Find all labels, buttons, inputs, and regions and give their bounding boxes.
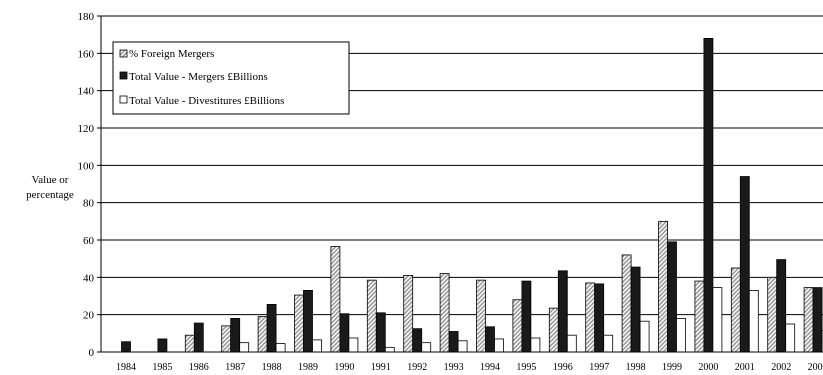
bar-foreign-mergers <box>257 316 268 353</box>
bar-mergers-value <box>557 270 568 353</box>
bar-mergers-value <box>448 331 459 353</box>
bar-divestitures-value <box>676 317 686 353</box>
x-tick-label: 1997 <box>589 362 609 373</box>
x-axis-ticks: 1984 1985 1986 1987 1988 1989 1990 1991 1992 1993… <box>116 362 823 373</box>
y-tick-label: 60 <box>83 235 95 247</box>
bar-mergers-value <box>703 38 714 353</box>
x-tick-label: 2001 <box>735 362 755 373</box>
bar-divestitures-value <box>712 287 723 353</box>
y-tick-label: 120 <box>78 123 95 135</box>
legend-swatch-mergers-value <box>119 71 128 80</box>
bars <box>121 38 823 353</box>
x-tick-label: 1988 <box>262 362 282 373</box>
y-tick-label: 180 <box>78 11 95 23</box>
x-tick-label: 1989 <box>298 362 318 373</box>
x-tick-label: 1995 <box>516 362 536 373</box>
y-tick-label: 80 <box>83 198 95 210</box>
x-tick-label: 1998 <box>626 362 646 373</box>
y-tick-label: 140 <box>78 86 95 98</box>
x-tick-label: 1987 <box>225 362 245 373</box>
bar-foreign-mergers <box>366 279 377 353</box>
bar-divestitures-value <box>239 342 250 353</box>
x-tick-label: 1990 <box>334 362 354 373</box>
x-tick-label: 1984 <box>116 362 136 373</box>
bar-foreign-mergers <box>403 275 414 353</box>
bar-foreign-mergers <box>585 282 596 353</box>
bar-mergers-value <box>266 303 277 353</box>
legend-box <box>112 41 350 115</box>
bar-foreign-mergers <box>439 273 450 353</box>
bar-mergers-value <box>339 313 350 353</box>
legend-label-foreign-mergers: % Foreign Mergers <box>129 48 214 60</box>
bar-divestitures-value <box>566 334 577 353</box>
legend-label-divestitures-value: Total Value - Divestitures £Billions <box>129 95 284 107</box>
x-tick-label: 1999 <box>662 362 682 373</box>
bar-divestitures-value <box>421 342 432 353</box>
bar-mergers-value <box>157 338 168 353</box>
bar-divestitures-value <box>348 337 359 353</box>
x-tick-label: 1992 <box>407 362 427 373</box>
y-axis-label-line-2: percentage <box>26 189 74 201</box>
bar-divestitures-value <box>312 339 322 353</box>
bar-mergers-value <box>485 326 495 353</box>
bar-mergers-value <box>630 266 641 353</box>
bar-foreign-mergers <box>512 299 523 353</box>
x-tick-label: 1996 <box>553 362 573 373</box>
y-tick-label: 20 <box>83 310 95 322</box>
y-axis-ticks: 0 20 40 60 80 100 120 140 160 180 <box>78 11 101 359</box>
bar-divestitures-value <box>384 346 395 353</box>
bar-mergers-value <box>739 176 750 353</box>
bar-divestitures-value <box>748 289 759 353</box>
bar-foreign-mergers <box>767 276 778 353</box>
bar-foreign-mergers <box>476 279 486 353</box>
bar-foreign-mergers <box>730 267 741 353</box>
bar-mergers-value <box>521 280 532 353</box>
bar-divestitures-value <box>275 343 286 353</box>
x-tick-label: 2003 <box>808 362 823 373</box>
bar-foreign-mergers <box>548 307 559 353</box>
y-tick-label: 160 <box>78 48 95 60</box>
bar-divestitures-value <box>639 320 650 353</box>
bar-foreign-mergers <box>621 254 632 353</box>
bar-foreign-mergers <box>221 325 232 353</box>
y-tick-label: 40 <box>83 272 95 284</box>
bar-divestitures-value <box>494 338 504 353</box>
bar-divestitures-value <box>457 340 468 353</box>
legend-label-mergers-value: Total Value - Mergers £Billions <box>129 71 268 83</box>
x-tick-label: 1994 <box>480 362 500 373</box>
x-tick-label: 1991 <box>371 362 391 373</box>
x-tick-label: 1985 <box>152 362 172 373</box>
bar-mergers-value <box>594 283 605 353</box>
bar-mergers-value <box>193 322 204 353</box>
bar-divestitures-value <box>603 334 614 353</box>
x-tick-label: 1986 <box>189 362 209 373</box>
bar-foreign-mergers <box>803 287 814 353</box>
bar-mergers-value <box>812 287 823 353</box>
bar-mergers-value <box>375 312 386 353</box>
legend: % Foreign Mergers Total Value - Mergers … <box>112 41 350 115</box>
bar-mergers-value <box>776 259 787 353</box>
bar-mergers-value <box>121 341 131 353</box>
bar-foreign-mergers <box>658 220 668 353</box>
y-axis-label-line-1: Value or <box>32 174 69 186</box>
bar-divestitures-value <box>785 323 796 353</box>
bar-foreign-mergers <box>694 280 705 353</box>
bar-divestitures-value <box>530 337 541 353</box>
bar-mergers-value <box>230 317 241 353</box>
y-tick-label: 100 <box>78 160 95 172</box>
bar-mergers-value <box>303 289 313 353</box>
bar-foreign-mergers <box>294 294 304 353</box>
legend-swatch-foreign-mergers <box>119 49 128 58</box>
bar-mergers-value <box>667 241 677 353</box>
bar-foreign-mergers <box>184 334 195 353</box>
x-tick-label: 2000 <box>698 362 718 373</box>
bar-mergers-value <box>412 328 423 353</box>
x-tick-label: 1993 <box>444 362 464 373</box>
x-tick-label: 2002 <box>771 362 791 373</box>
legend-swatch-divestitures-value <box>119 95 128 104</box>
bar-foreign-mergers <box>330 246 341 353</box>
y-tick-label: 0 <box>89 347 95 359</box>
